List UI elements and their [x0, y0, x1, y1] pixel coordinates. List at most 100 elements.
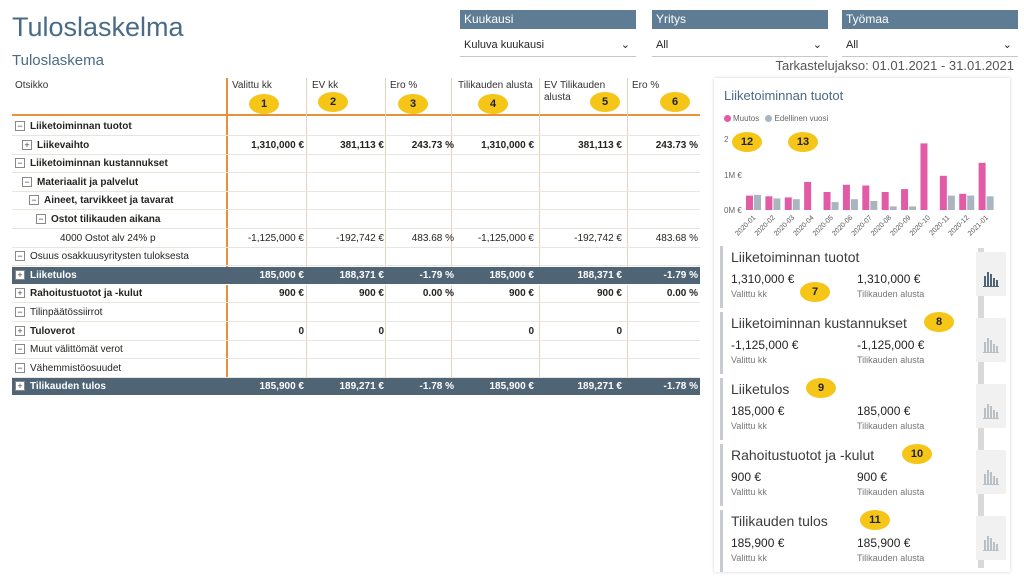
- table-row[interactable]: − Materiaalit ja palvelut: [12, 174, 700, 192]
- table-row[interactable]: − Liiketoiminnan kustannukset: [12, 155, 700, 174]
- table-row[interactable]: − Osuus osakkuusyritysten tuloksesta: [12, 248, 700, 267]
- bar-muutos[interactable]: [823, 192, 831, 210]
- expand-icon[interactable]: +: [15, 269, 25, 280]
- bar-muutos[interactable]: [978, 162, 986, 210]
- chart-icon[interactable]: [976, 384, 1006, 428]
- kpi-card[interactable]: Rahoitustuotot ja -kulut 900 € Valittu kk 9…: [720, 444, 970, 506]
- table-row[interactable]: + Rahoitustuotot ja -kulut 900 € 900 € 0.00 …: [12, 285, 700, 304]
- table-row[interactable]: − Liiketoiminnan tuotot: [12, 118, 700, 136]
- bar-muutos[interactable]: [842, 184, 850, 210]
- bar-edellinen-vuosi[interactable]: [909, 206, 917, 210]
- kpi-value-month: -1,125,000 €: [731, 338, 799, 352]
- cell-value: 185,900 €: [259, 381, 305, 393]
- chart-legend: Muutos Edellinen vuosi: [724, 114, 828, 123]
- bar-edellinen-vuosi[interactable]: [792, 199, 800, 210]
- column-header[interactable]: Tilikauden alusta: [458, 80, 533, 91]
- row-label: Ostot tilikauden aikana: [51, 214, 161, 225]
- legend-item[interactable]: Muutos: [733, 114, 760, 123]
- collapse-icon[interactable]: −: [22, 176, 32, 187]
- row-label: Vähemmistöosuudet: [30, 362, 122, 374]
- cell-value: 900 €: [278, 288, 304, 300]
- collapse-icon[interactable]: −: [15, 344, 25, 355]
- bar-edellinen-vuosi[interactable]: [870, 201, 878, 210]
- kpi-label-month: Valittu kk: [731, 355, 767, 365]
- bar-edellinen-vuosi[interactable]: [986, 196, 994, 210]
- bar-edellinen-vuosi[interactable]: [773, 198, 781, 210]
- legend-dot: [724, 115, 731, 123]
- kpi-title: Liiketoiminnan kustannukset: [731, 315, 907, 331]
- kpi-card[interactable]: Liiketoiminnan tuotot 1,310,000 € Valittu …: [720, 246, 970, 308]
- bar-muutos[interactable]: [959, 193, 967, 210]
- annotation-badge: 7: [800, 282, 830, 302]
- bar-muutos[interactable]: [862, 185, 870, 210]
- column-header[interactable]: EV Tilikauden alusta: [544, 80, 606, 103]
- kpi-card[interactable]: Liiketoiminnan kustannukset -1,125,000 € V…: [720, 312, 970, 374]
- bar-muutos[interactable]: [784, 197, 792, 210]
- chart-icon[interactable]: [976, 450, 1006, 494]
- page-title: Tuloslaskelma: [12, 12, 184, 42]
- cell-value: 1,310,000 €: [251, 139, 304, 151]
- column-header[interactable]: Ero %: [390, 80, 418, 91]
- matrix-table: Otsikko Valittu kk EV kk Ero % Tilikaude…: [12, 78, 700, 398]
- column-header[interactable]: EV kk: [312, 80, 339, 91]
- column-header[interactable]: Ero %: [632, 80, 660, 91]
- slicer-dropdown-kuukausi[interactable]: Kuluva kuukausi ⌄: [460, 35, 636, 57]
- column-header[interactable]: Valittu kk: [232, 80, 272, 91]
- expand-icon[interactable]: +: [15, 288, 25, 299]
- slicer-value: Kuluva kuukausi: [464, 39, 545, 51]
- bar-edellinen-vuosi[interactable]: [850, 199, 858, 210]
- bar-muutos[interactable]: [901, 189, 909, 210]
- bar-edellinen-vuosi[interactable]: [967, 195, 975, 210]
- bar-muutos[interactable]: [746, 195, 753, 210]
- table-row[interactable]: + Tilikauden tulos 185,900 € 189,271 € -1.78…: [12, 378, 700, 397]
- slicer-dropdown-tyomaa[interactable]: All ⌄: [842, 35, 1018, 57]
- chart-icon[interactable]: [976, 516, 1006, 560]
- legend-item[interactable]: Edellinen vuosi: [774, 114, 829, 123]
- slicer-label: Yritys: [652, 10, 828, 29]
- cell-value: -1,125,000 €: [247, 232, 304, 244]
- column-header[interactable]: Otsikko: [15, 80, 49, 91]
- table-row[interactable]: − Tilinpäätössiirrot: [12, 304, 700, 322]
- bar-muutos[interactable]: [920, 143, 928, 210]
- expand-icon[interactable]: +: [15, 381, 25, 392]
- table-row[interactable]: + Tuloverot 0 0 0 0: [12, 323, 700, 341]
- chart-icon[interactable]: [976, 252, 1006, 296]
- bar-muutos[interactable]: [881, 192, 889, 210]
- column-divider: [451, 78, 452, 396]
- table-row[interactable]: − Aineet, tarvikkeet ja tavarat: [12, 192, 700, 211]
- table-row[interactable]: − Vähemmistöosuudet: [12, 360, 700, 378]
- table-row[interactable]: + Liikevaihto 1,310,000 € 381,113 € 243.73 %…: [12, 137, 700, 155]
- bar-edellinen-vuosi[interactable]: [947, 195, 955, 210]
- collapse-icon[interactable]: −: [15, 158, 25, 169]
- bar-edellinen-vuosi[interactable]: [831, 202, 839, 210]
- y-tick-label: 1M €: [724, 171, 742, 180]
- table-row[interactable]: − Muut välittömät verot: [12, 341, 700, 360]
- collapse-icon[interactable]: −: [15, 121, 25, 131]
- chart-icon[interactable]: [976, 318, 1006, 362]
- chart-title: Liiketoiminnan tuotot: [724, 88, 844, 103]
- bar-muutos[interactable]: [939, 175, 947, 210]
- collapse-icon[interactable]: −: [15, 307, 25, 317]
- bar-edellinen-vuosi[interactable]: [889, 206, 897, 210]
- table-row[interactable]: 4000 Ostot alv 24% p -1,125,000 € -192,742…: [12, 230, 700, 248]
- collapse-icon[interactable]: −: [15, 362, 25, 373]
- collapse-icon[interactable]: −: [36, 214, 46, 224]
- expand-icon[interactable]: +: [15, 325, 25, 336]
- table-row[interactable]: − Ostot tilikauden aikana: [12, 211, 700, 229]
- kpi-card[interactable]: Tilikauden tulos 185,900 € Valittu kk 185,9…: [720, 510, 970, 572]
- legend-dot: [765, 115, 773, 123]
- slicer-dropdown-yritys[interactable]: All ⌄: [652, 35, 828, 57]
- x-tick-label: 2020-10: [909, 214, 932, 237]
- expand-icon[interactable]: +: [22, 139, 32, 150]
- annotation-badge: 9: [806, 378, 836, 398]
- bar-muutos[interactable]: [804, 181, 812, 210]
- bar-edellinen-vuosi[interactable]: [754, 194, 761, 210]
- kpi-label-month: Valittu kk: [731, 421, 767, 431]
- kpi-value-month: 185,000 €: [731, 404, 785, 418]
- cell-value: 188,371 €: [577, 269, 623, 281]
- bar-muutos[interactable]: [765, 196, 773, 210]
- collapse-icon[interactable]: −: [29, 195, 39, 206]
- table-row[interactable]: + Liiketulos 185,000 € 188,371 € -1.79 % 185,…: [12, 266, 700, 285]
- collapse-icon[interactable]: −: [15, 251, 25, 262]
- kpi-card[interactable]: Liiketulos 185,000 € Valittu kk 185,000 € Ti…: [720, 378, 970, 440]
